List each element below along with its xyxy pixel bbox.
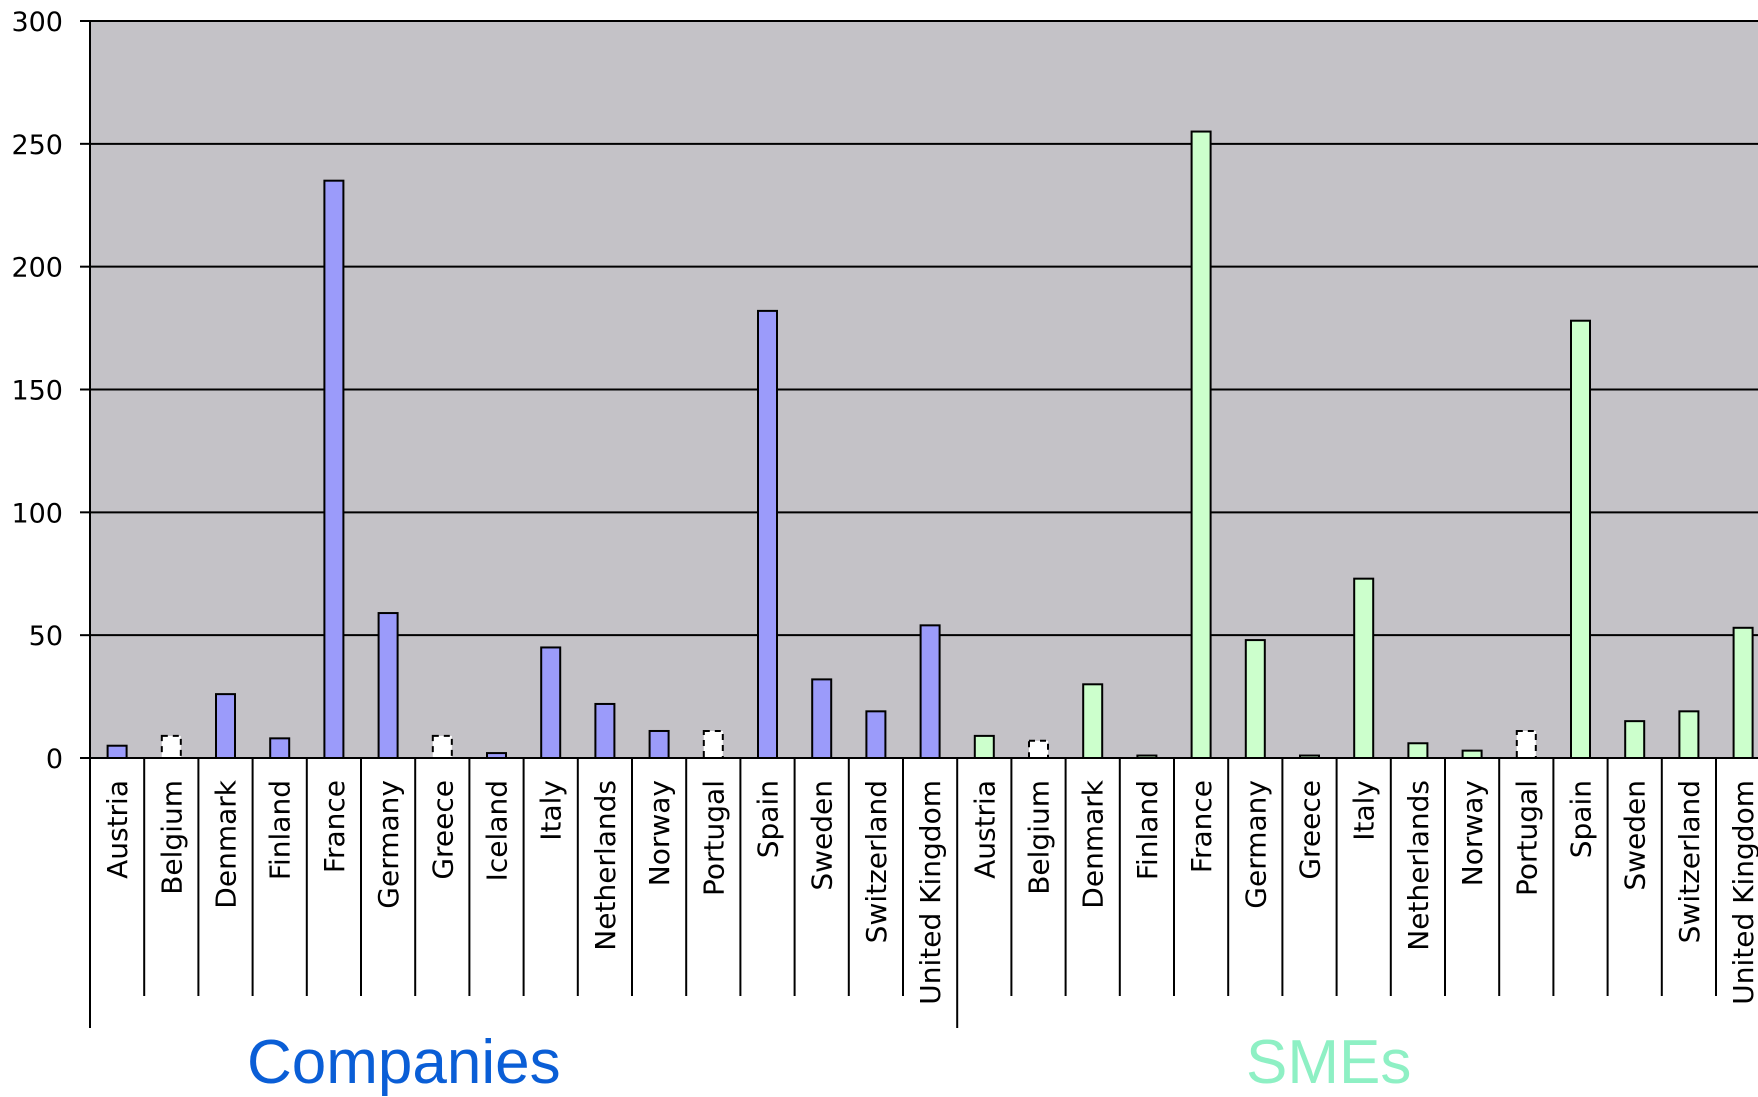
bar-companies-germany — [377, 612, 399, 759]
x-tick-label: Greece — [1294, 780, 1327, 880]
x-tick-label: Austria — [101, 780, 134, 879]
bar-companies-netherlands — [594, 702, 616, 759]
bar-smes-france — [1190, 130, 1212, 760]
y-tick-label: 250 — [11, 130, 63, 161]
x-tick-label: Portugal — [1510, 780, 1543, 896]
x-tick-label: Netherlands — [1402, 780, 1435, 951]
y-tick-label: 50 — [29, 621, 63, 652]
bar-companies-united-kingdom — [919, 624, 941, 760]
y-axis-ticks: 0 50 100 150 200 250 300 — [11, 7, 90, 775]
bar-companies-denmark — [215, 693, 236, 759]
x-tick-label: Austria — [968, 780, 1001, 879]
bar-smes-denmark — [1082, 683, 1104, 759]
x-tick-label: Switzerland — [1673, 780, 1706, 943]
bar-companies-norway — [648, 729, 670, 760]
x-tick-label: Germany — [372, 780, 405, 909]
bar-companies-austria — [106, 744, 128, 760]
bar-companies-greece — [431, 734, 453, 760]
bar-smes-united-kingdom — [1732, 626, 1754, 760]
x-tick-label: Sweden — [1619, 780, 1652, 891]
x-tick-label: Denmark — [1077, 779, 1110, 908]
x-tick-label: Finland — [1131, 780, 1164, 880]
x-tick-label: Spain — [752, 780, 785, 858]
bar-smes-italy — [1353, 577, 1375, 759]
x-tick-label: Netherlands — [589, 780, 622, 951]
x-tick-label: Norway — [643, 780, 676, 886]
x-tick-label: Portugal — [697, 780, 730, 896]
bar-companies-spain — [757, 309, 778, 759]
x-tick-label: Sweden — [806, 780, 839, 891]
x-tick-label: Italy — [1348, 780, 1381, 841]
x-tick-label: United Kingdom — [1727, 780, 1758, 1005]
bar-smes-switzerland — [1678, 710, 1700, 759]
x-tick-label: France — [1185, 780, 1218, 873]
gridlines — [90, 20, 1758, 637]
group-label-smes: SMEs — [1246, 1028, 1412, 1097]
y-tick-label: 0 — [46, 744, 63, 775]
x-tick-label: Denmark — [210, 779, 243, 908]
x-tick-label: Germany — [1239, 780, 1272, 909]
x-tick-label: Norway — [1456, 780, 1489, 886]
bar-companies-italy — [540, 646, 562, 760]
x-tick-label: Finland — [264, 780, 297, 880]
x-tick-label: Italy — [535, 780, 568, 841]
bar-companies-france — [323, 179, 345, 759]
x-tick-label: Spain — [1565, 780, 1598, 858]
bar-smes-germany — [1244, 639, 1266, 760]
x-tick-label: United Kingdom — [914, 780, 947, 1005]
y-tick-label: 100 — [11, 498, 63, 529]
y-tick-label: 200 — [11, 253, 63, 284]
bar-smes-norway — [1461, 749, 1483, 760]
y-tick-label: 150 — [11, 376, 63, 407]
x-tick-label: Belgium — [155, 780, 188, 895]
x-tick-label: Switzerland — [860, 780, 893, 943]
bar-smes-sweden — [1624, 720, 1646, 760]
x-tick-label: France — [318, 780, 351, 873]
bar-companies-portugal — [702, 729, 724, 760]
bar-smes-austria — [973, 734, 995, 760]
bar-companies-sweden — [811, 678, 833, 759]
y-tick-label: 300 — [11, 7, 63, 38]
bar-companies-belgium — [160, 734, 182, 760]
bar-smes-portugal — [1515, 729, 1537, 760]
bar-companies-switzerland — [865, 710, 887, 759]
x-tick-label: Iceland — [481, 780, 514, 881]
x-tick-label: Belgium — [1023, 780, 1056, 895]
bar-smes-belgium — [1028, 739, 1049, 760]
bar-smes-spain — [1570, 319, 1591, 759]
x-axis-categories: Austria Belgium Denmark Finland France German… — [101, 758, 1758, 1028]
bar-companies-finland — [269, 737, 291, 760]
bar-smes-netherlands — [1407, 742, 1429, 760]
group-label-companies: Companies — [247, 1028, 561, 1097]
x-tick-label: Greece — [426, 780, 459, 880]
